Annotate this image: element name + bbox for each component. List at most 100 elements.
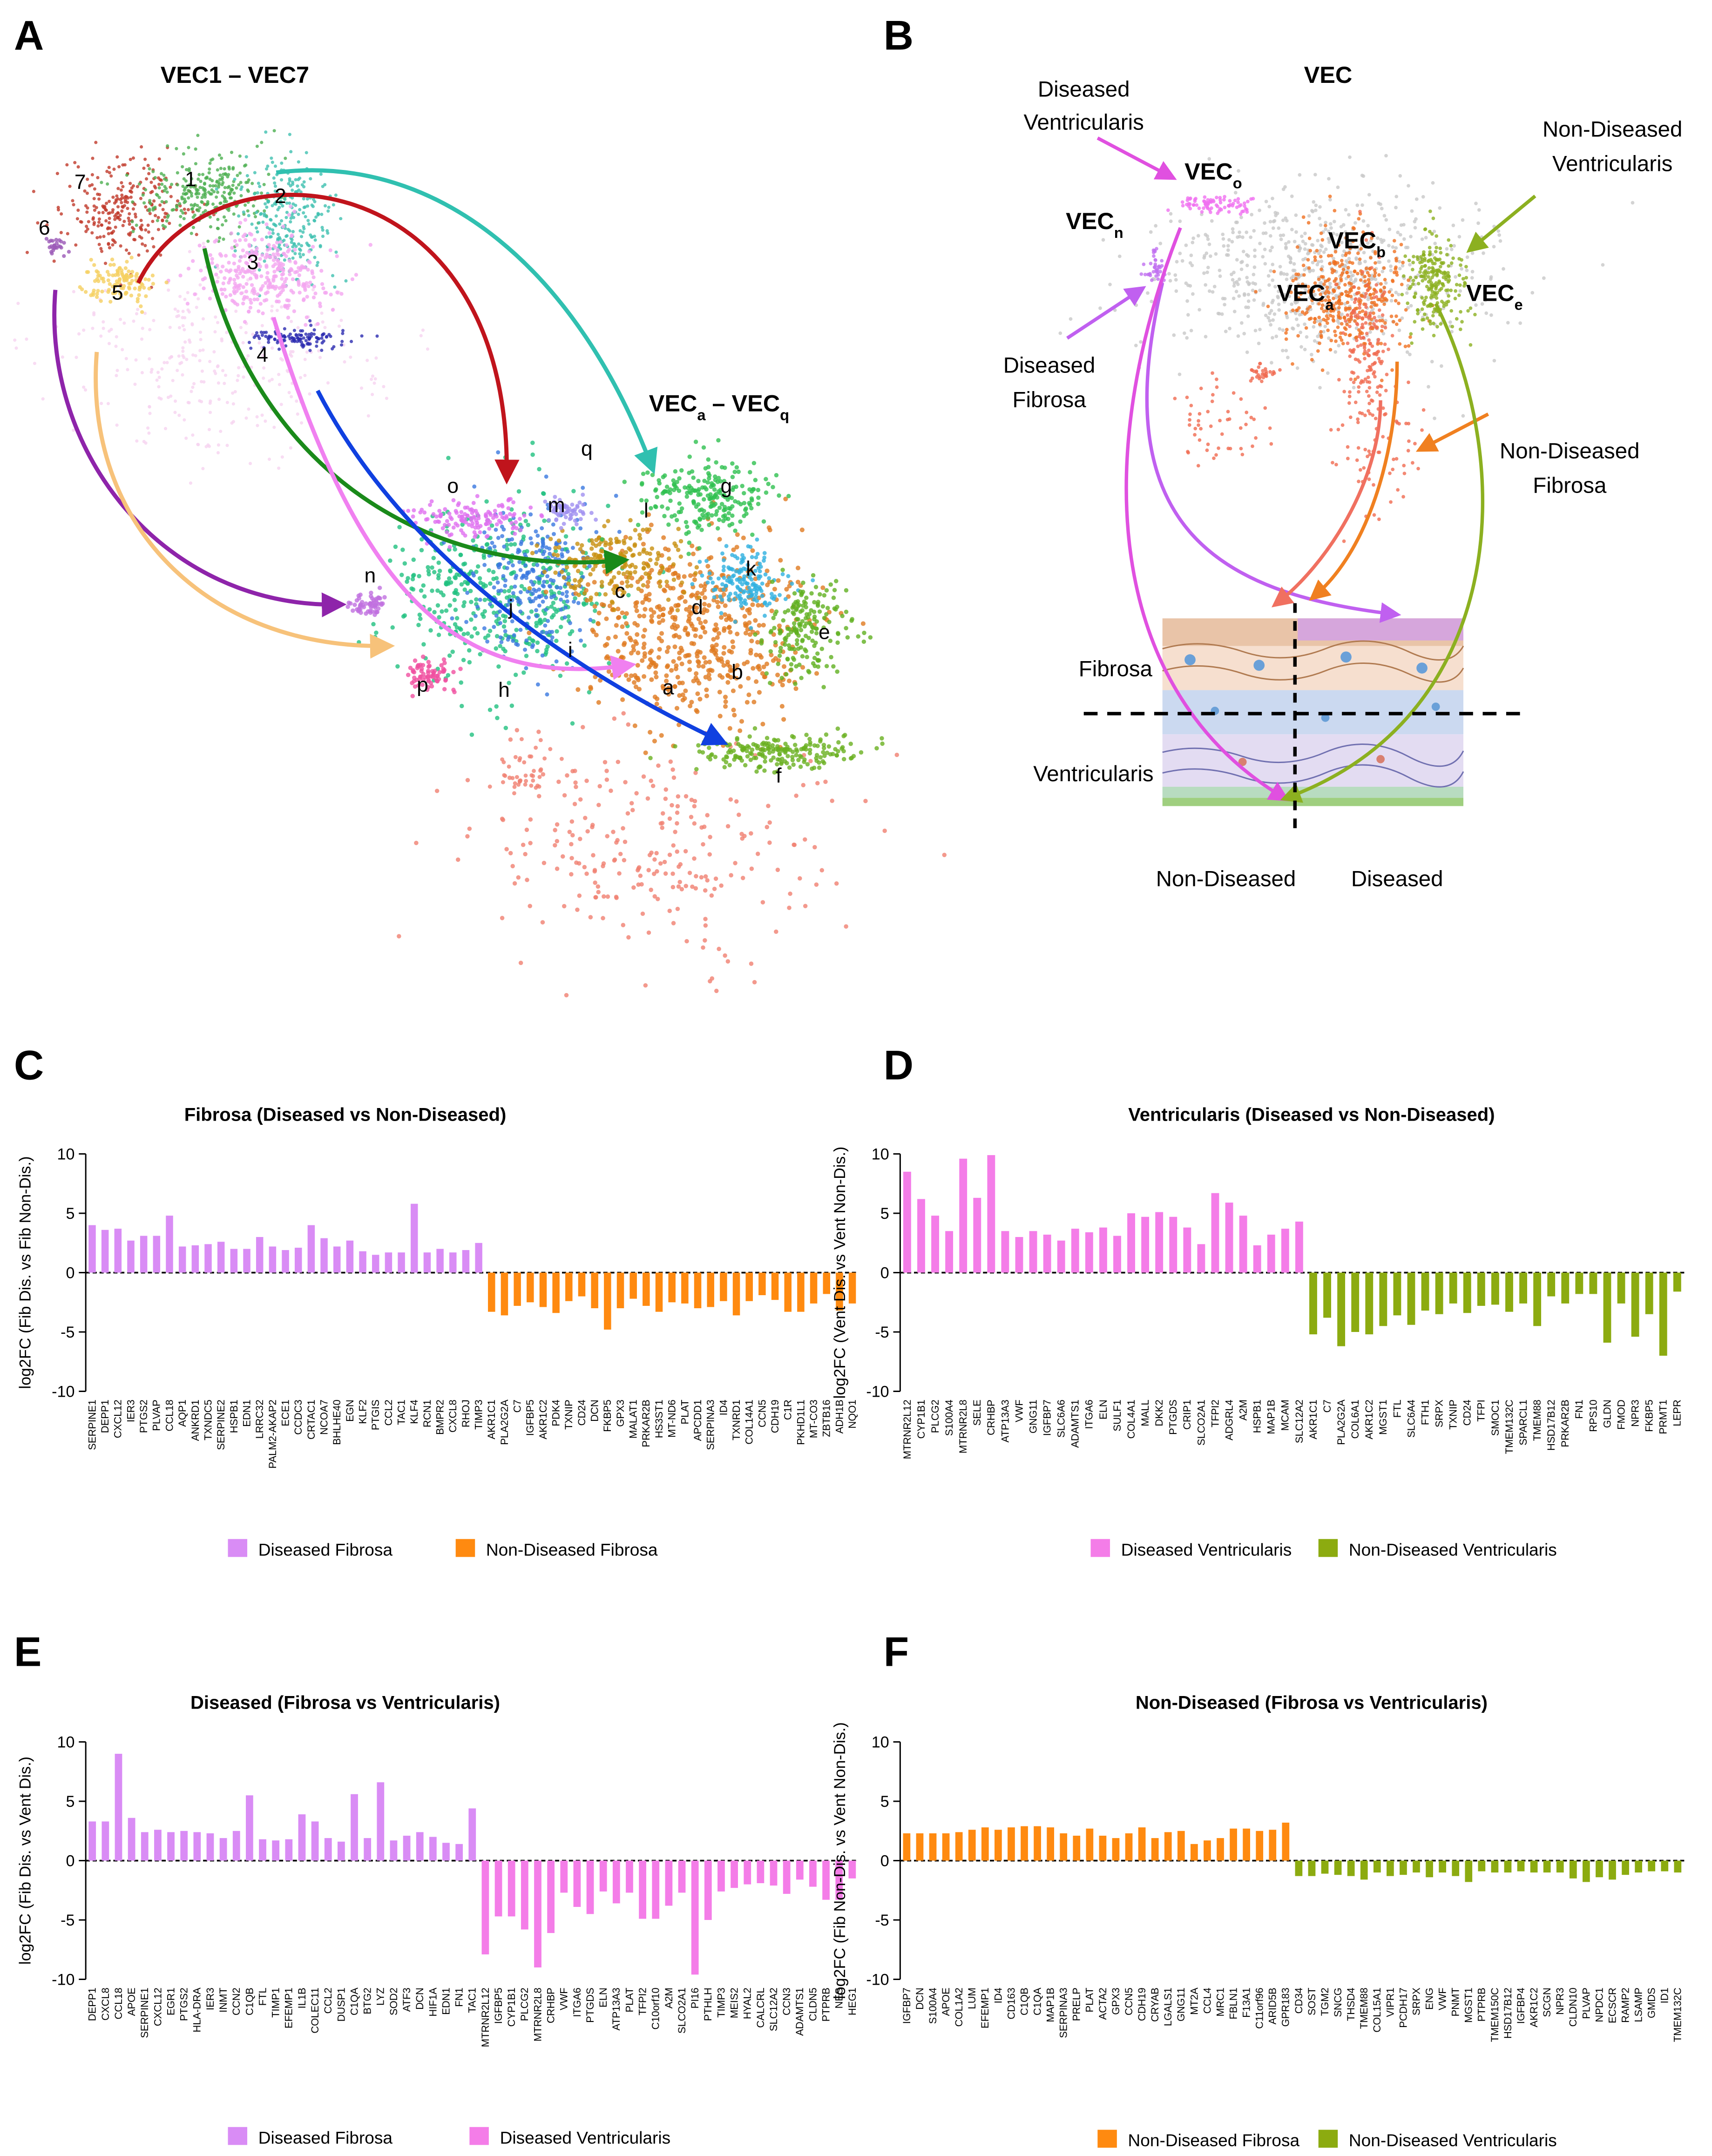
embedding-point <box>1311 210 1315 214</box>
embedding-point <box>215 264 219 268</box>
embedding-point <box>1312 200 1316 204</box>
embedding-point <box>469 732 474 737</box>
embedding-point <box>506 498 511 503</box>
embedding-point <box>523 648 527 652</box>
embedding-point <box>778 558 783 563</box>
embedding-point <box>636 882 641 887</box>
embedding-point <box>200 380 203 384</box>
embedding-point <box>485 542 490 547</box>
embedding-point <box>318 356 322 359</box>
embedding-point <box>478 597 482 602</box>
embedding-point <box>642 561 646 566</box>
embedding-point <box>306 243 310 247</box>
embedding-point <box>631 553 636 557</box>
embedding-point <box>140 145 143 149</box>
embedding-point <box>85 191 89 195</box>
embedding-point <box>260 237 264 242</box>
embedding-point <box>664 579 669 584</box>
embedding-point <box>649 887 653 892</box>
embedding-point <box>400 547 405 552</box>
embedding-point <box>694 565 699 570</box>
embedding-point <box>296 326 300 330</box>
embedding-point <box>235 186 238 190</box>
embedding-point <box>25 250 29 254</box>
embedding-point <box>95 206 98 210</box>
embedding-point <box>512 633 516 637</box>
embedding-point <box>558 624 563 629</box>
embedding-point <box>1477 208 1481 212</box>
embedding-point <box>312 328 316 332</box>
embedding-point <box>370 378 373 381</box>
embedding-point <box>1332 219 1336 223</box>
embedding-point <box>818 755 823 760</box>
embedding-point <box>707 852 712 857</box>
embedding-point <box>722 508 726 513</box>
embedding-point <box>181 184 185 188</box>
embedding-point <box>475 494 480 498</box>
embedding-point <box>623 562 629 568</box>
embedding-point <box>318 245 322 249</box>
embedding-point <box>700 573 704 578</box>
embedding-point <box>183 211 187 215</box>
embedding-point <box>671 562 676 567</box>
embedding-point <box>260 333 264 337</box>
embedding-point <box>627 546 631 551</box>
embedding-point <box>302 227 306 230</box>
embedding-point <box>298 208 302 211</box>
embedding-point <box>625 579 629 584</box>
embedding-point <box>644 596 649 601</box>
embedding-point <box>654 851 659 856</box>
embedding-point <box>683 794 689 799</box>
embedding-point <box>594 530 599 534</box>
embedding-point <box>790 757 795 763</box>
embedding-point <box>216 365 219 369</box>
embedding-point <box>411 557 416 562</box>
embedding-point <box>1211 290 1215 294</box>
embedding-point <box>243 218 248 222</box>
embedding-point <box>493 508 497 513</box>
embedding-point <box>1238 230 1241 234</box>
embedding-point <box>671 482 677 487</box>
embedding-point <box>453 588 459 593</box>
embedding-point <box>694 874 698 879</box>
embedding-point <box>641 541 646 547</box>
embedding-point <box>212 213 216 216</box>
embedding-point <box>216 217 220 221</box>
embedding-point <box>267 200 271 203</box>
embedding-point <box>201 348 205 352</box>
embedding-point <box>354 273 359 277</box>
embedding-point <box>103 289 107 292</box>
embedding-point <box>647 852 652 858</box>
embedding-point <box>679 506 684 511</box>
embedding-point <box>727 763 732 768</box>
embedding-point <box>578 837 582 841</box>
embedding-point <box>1347 257 1351 261</box>
embedding-point <box>500 816 505 821</box>
embedding-point <box>288 272 292 277</box>
embedding-point <box>516 875 521 880</box>
embedding-point <box>133 382 137 386</box>
embedding-point <box>257 182 260 185</box>
embedding-point <box>294 333 298 337</box>
embedding-point <box>569 842 574 847</box>
embedding-point <box>224 200 228 203</box>
embedding-point <box>456 503 460 507</box>
embedding-point <box>555 629 559 634</box>
embedding-point <box>738 580 742 584</box>
embedding-point <box>296 412 299 416</box>
embedding-point <box>96 279 101 284</box>
embedding-point <box>161 208 165 211</box>
embedding-point <box>194 184 197 188</box>
embedding-point <box>209 158 213 162</box>
embedding-point <box>465 505 470 510</box>
embedding-point <box>735 755 740 759</box>
embedding-point <box>219 167 223 170</box>
embedding-point <box>321 228 325 232</box>
embedding-point <box>405 579 409 584</box>
embedding-point <box>248 462 252 466</box>
embedding-point <box>715 742 719 747</box>
embedding-point <box>143 311 147 315</box>
embedding-point <box>274 214 278 218</box>
embedding-point <box>832 606 837 611</box>
embedding-point <box>560 554 565 559</box>
